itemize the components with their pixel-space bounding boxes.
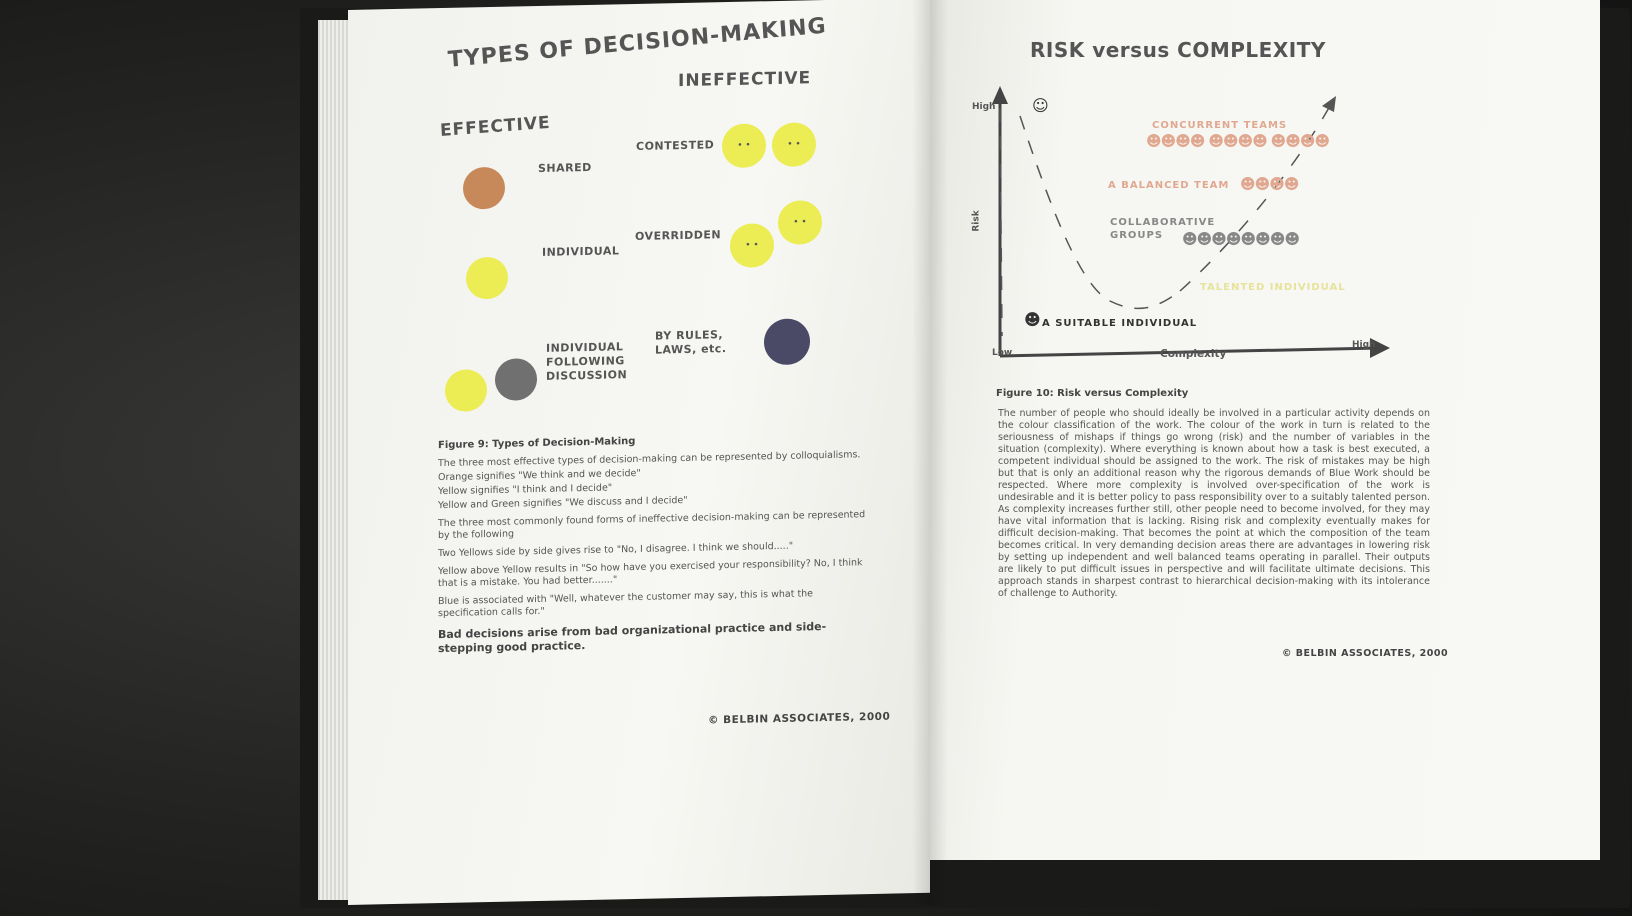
y-axis-arrow bbox=[992, 86, 1008, 104]
figure-caption: Figure 10: Risk versus Complexity bbox=[996, 388, 1189, 399]
overridden-label: OVERRIDDEN bbox=[635, 228, 722, 243]
paragraph: The three most commonly found forms of i… bbox=[438, 509, 866, 542]
concurrent-teams-label: CONCURRENT TEAMS bbox=[1152, 120, 1288, 131]
people-icons: ☻☻☻☻☻☻☻☻ bbox=[1182, 230, 1300, 248]
individual-following-discussion-label: INDIVIDUAL FOLLOWING DISCUSSION bbox=[546, 340, 628, 383]
figure-caption: Figure 9: Types of Decision-Making bbox=[438, 435, 636, 452]
paragraph: Blue is associated with "Well, whatever … bbox=[438, 588, 814, 620]
y-high-label: High bbox=[972, 102, 996, 112]
x-high-label: High bbox=[1352, 340, 1376, 350]
copyright: © BELBIN ASSOCIATES, 2000 bbox=[1282, 648, 1449, 659]
yellow-circle bbox=[466, 256, 508, 300]
balanced-team-label: A BALANCED TEAM bbox=[1108, 180, 1230, 191]
shared-label: SHARED bbox=[538, 160, 592, 176]
body-text: The three most effective types of decisi… bbox=[438, 449, 868, 656]
yellow-face-circle: • • bbox=[778, 200, 822, 245]
x-low-label: Low bbox=[992, 348, 1013, 358]
contested-label: CONTESTED bbox=[636, 138, 715, 153]
page-title: TYPES OF DECISION-MAKING bbox=[447, 13, 828, 73]
risk-curve bbox=[1019, 115, 1181, 310]
right-page: RISK versus COMPLEXITY High Risk Low Com… bbox=[930, 0, 1600, 860]
yellow-circle bbox=[445, 369, 487, 412]
risk-complexity-chart: High Risk Low Complexity High ☺ CONCURRE… bbox=[970, 86, 1390, 376]
page-title: RISK versus COMPLEXITY bbox=[1030, 38, 1326, 62]
rising-curve bbox=[1179, 105, 1331, 292]
collaborative-groups-label: COLLABORATIVE GROUPS bbox=[1110, 217, 1216, 241]
blue-circle bbox=[764, 318, 810, 366]
paragraph: Yellow above Yellow results in "So how h… bbox=[438, 557, 863, 590]
curve-arrow bbox=[1322, 96, 1336, 112]
x-axis bbox=[999, 346, 1381, 358]
suitable-individual-label: A SUITABLE INDIVIDUAL bbox=[1042, 318, 1198, 329]
yellow-face-circle: • • bbox=[730, 223, 774, 268]
people-icons: ☻☻☻☻ ☻☻☻☻ ☻☻☻☻ bbox=[1146, 132, 1330, 150]
individual-label: INDIVIDUAL bbox=[542, 244, 620, 259]
green-circle bbox=[495, 358, 537, 401]
yellow-face-circle: • • bbox=[722, 123, 766, 169]
bold-statement: Bad decisions arise from bad organizatio… bbox=[438, 619, 827, 656]
copyright: © BELBIN ASSOCIATES, 2000 bbox=[708, 710, 891, 727]
chart-svg bbox=[992, 86, 1390, 358]
x-axis-arrow bbox=[1370, 338, 1390, 358]
x-axis-label: Complexity bbox=[1160, 348, 1227, 360]
left-page: TYPES OF DECISION-MAKING INEFFECTIVE EFF… bbox=[348, 0, 930, 905]
people-icons: ☻☻☻☻ bbox=[1240, 175, 1300, 193]
talented-individual-label: TALENTED INDIVIDUAL bbox=[1200, 282, 1346, 293]
yellow-face-circle: • • bbox=[772, 122, 816, 168]
left-dashed-line bbox=[999, 107, 1003, 337]
person-icon: ☺ bbox=[1032, 96, 1049, 115]
body-text: The number of people who should ideally … bbox=[998, 408, 1430, 599]
y-axis-label: Risk bbox=[971, 210, 982, 232]
orange-circle bbox=[463, 166, 505, 210]
ineffective-heading: INEFFECTIVE bbox=[678, 68, 812, 92]
by-rules-label: BY RULES, LAWS, etc. bbox=[655, 328, 727, 357]
paragraph: Two Yellows side by side gives rise to "… bbox=[438, 540, 794, 560]
person-icon: ☻ bbox=[1024, 310, 1041, 329]
book-gutter bbox=[912, 0, 948, 905]
effective-heading: EFFECTIVE bbox=[439, 112, 552, 141]
